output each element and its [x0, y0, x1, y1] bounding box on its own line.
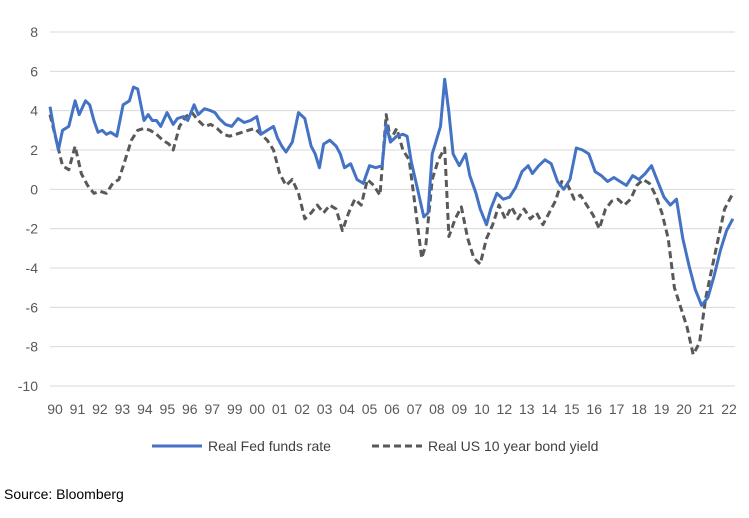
- y-tick-label: 0: [30, 181, 38, 197]
- x-tick-label: 22: [721, 401, 737, 417]
- x-tick-label: 05: [362, 401, 378, 417]
- y-axis-ticks: 8 6 4 2 0 -2 -4 -6 -8 -10: [18, 24, 38, 394]
- source-note: Source: Bloomberg: [4, 486, 124, 502]
- x-tick-label: 00: [249, 401, 265, 417]
- gridlines: [50, 31, 735, 387]
- x-tick-label: 90: [47, 401, 63, 417]
- x-tick-label: 91: [70, 401, 86, 417]
- y-tick-label: 8: [30, 24, 38, 40]
- y-tick-label: -4: [26, 260, 39, 276]
- x-tick-label: 95: [160, 401, 176, 417]
- x-tick-label: 17: [609, 401, 625, 417]
- legend-label: Real Fed funds rate: [208, 438, 331, 454]
- x-tick-label: 97: [204, 401, 220, 417]
- series-line-bond-yield: [48, 111, 735, 356]
- legend: Real Fed funds rate Real US 10 year bond …: [152, 438, 598, 454]
- y-tick-label: 2: [30, 142, 38, 158]
- x-tick-label: 18: [631, 401, 647, 417]
- y-tick-label: -8: [26, 339, 39, 355]
- x-tick-label: 93: [115, 401, 131, 417]
- x-tick-label: 96: [182, 401, 198, 417]
- x-tick-label: 19: [654, 401, 670, 417]
- x-tick-label: 10: [474, 401, 490, 417]
- y-tick-label: -2: [26, 221, 39, 237]
- x-tick-label: 07: [407, 401, 423, 417]
- x-tick-label: 15: [564, 401, 580, 417]
- x-tick-label: 09: [452, 401, 468, 417]
- x-tick-label: 08: [429, 401, 445, 417]
- y-tick-label: 4: [30, 103, 38, 119]
- x-tick-label: 03: [317, 401, 333, 417]
- x-tick-label: 21: [699, 401, 715, 417]
- series-layer: [48, 77, 735, 356]
- x-tick-label: 20: [676, 401, 692, 417]
- x-tick-label: 02: [294, 401, 310, 417]
- x-tick-label: 99: [227, 401, 243, 417]
- x-tick-label: 04: [339, 401, 355, 417]
- x-tick-label: 01: [272, 401, 288, 417]
- series-line-fed-funds: [48, 77, 735, 307]
- x-tick-label: 94: [137, 401, 153, 417]
- y-tick-label: -6: [26, 299, 39, 315]
- x-tick-label: 16: [586, 401, 602, 417]
- x-tick-label: 12: [497, 401, 513, 417]
- x-tick-label: 14: [541, 401, 557, 417]
- x-tick-label: 92: [92, 401, 108, 417]
- x-tick-label: 13: [519, 401, 535, 417]
- x-axis-ticks: 90 91 92 93 94 95 96 97 99 00 01 02 03 04 05 06 07 08 09 10…: [47, 401, 737, 417]
- legend-label: Real US 10 year bond yield: [428, 438, 598, 454]
- y-tick-label: -10: [18, 378, 38, 394]
- y-tick-label: 6: [30, 63, 38, 79]
- x-tick-label: 06: [384, 401, 400, 417]
